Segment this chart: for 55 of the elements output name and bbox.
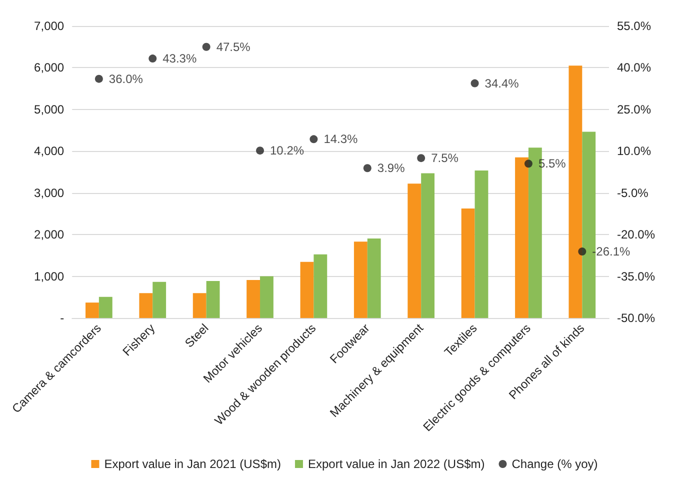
y-tick-label: 6,000 — [34, 60, 64, 75]
bar — [354, 242, 368, 318]
y2-tick-label: -35.0% — [617, 269, 656, 284]
bar — [314, 254, 328, 318]
legend-label: Change (% yoy) — [512, 457, 598, 471]
y-tick-label: 4,000 — [34, 144, 64, 158]
y-tick-label: 1,000 — [34, 269, 64, 284]
bar — [98, 296, 112, 318]
point — [363, 164, 372, 172]
point — [524, 160, 532, 168]
point — [578, 248, 586, 256]
bar — [246, 280, 260, 318]
y2-tick-label: -20.0% — [617, 228, 656, 242]
y-tick-label: 7,000 — [34, 19, 64, 33]
bar — [260, 276, 274, 318]
point — [417, 154, 426, 162]
y-tick-label: 5,000 — [34, 102, 64, 116]
bar — [86, 302, 99, 318]
bar — [421, 173, 435, 318]
y2-tick-label: 55.0% — [617, 19, 652, 33]
data-label: 3.9% — [377, 161, 406, 176]
point — [148, 54, 157, 63]
bar — [515, 157, 528, 318]
bar — [408, 184, 422, 318]
data-label: 14.3% — [324, 132, 358, 146]
y2-tick-label: 25.0% — [617, 102, 652, 116]
y2-tick-label: -5.0% — [617, 186, 649, 200]
data-label: 43.3% — [162, 52, 197, 66]
bar — [367, 238, 381, 318]
legend-label: Export value in Jan 2021 (US$m) — [104, 457, 281, 471]
bar — [474, 170, 488, 318]
bar — [192, 293, 206, 318]
point — [470, 79, 479, 88]
y-tick-label: - — [60, 311, 64, 325]
point — [202, 42, 210, 51]
bar — [300, 262, 314, 318]
data-label: 7.5% — [431, 151, 459, 166]
y2-tick-label: -50.0% — [617, 311, 656, 325]
bar — [461, 208, 475, 318]
bar — [139, 293, 153, 318]
y2-tick-label: 40.0% — [617, 60, 652, 75]
legend-label: Export value in Jan 2022 (US$m) — [308, 457, 485, 471]
y2-tick-label: 10.0% — [617, 144, 652, 158]
data-label: 36.0% — [108, 72, 144, 86]
point — [310, 135, 318, 144]
point — [256, 146, 264, 155]
data-label: 34.4% — [484, 76, 520, 90]
data-label: 47.5% — [216, 40, 251, 54]
y-tick-label: 2,000 — [34, 228, 64, 242]
data-label: 10.2% — [270, 144, 304, 158]
bar — [568, 66, 582, 318]
bar — [206, 281, 220, 318]
y-tick-label: 3,000 — [34, 186, 64, 200]
bar — [152, 282, 166, 318]
point — [94, 74, 103, 83]
